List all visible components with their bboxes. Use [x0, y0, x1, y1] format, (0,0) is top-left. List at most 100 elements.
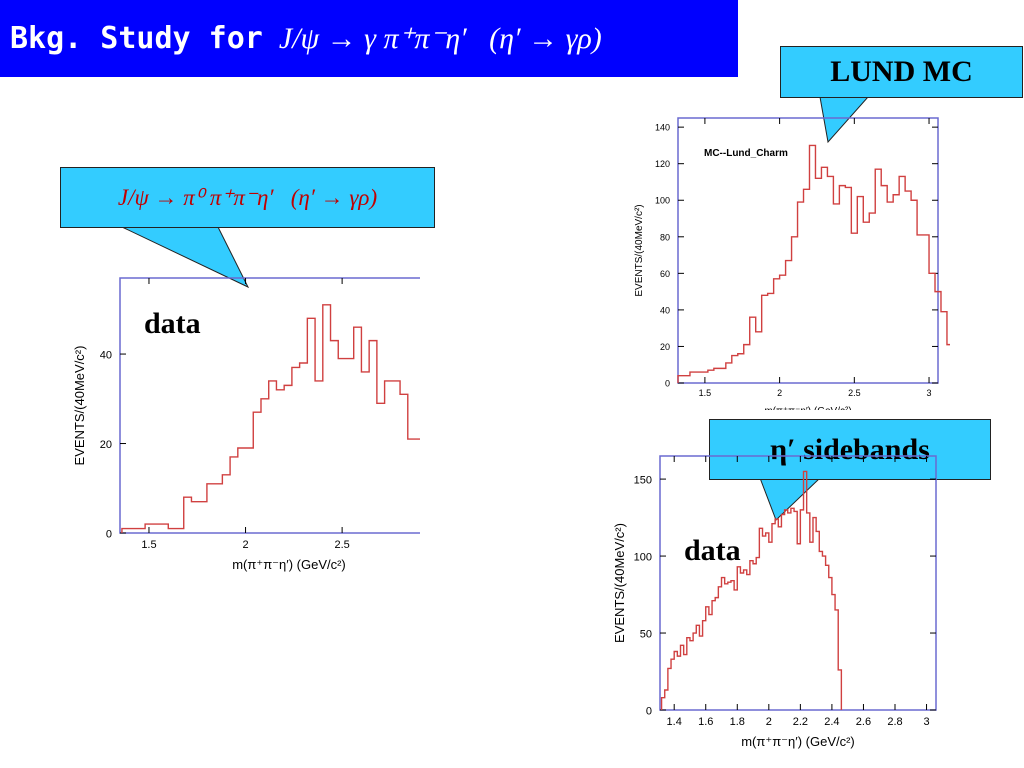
histogram-bin [690, 641, 693, 710]
y-axis-label: EVENTS/(40MeV/c²) [634, 204, 645, 296]
y-tick-label: 0 [646, 706, 652, 718]
histogram-bin [750, 561, 753, 710]
y-tick-label: 50 [640, 629, 652, 641]
histogram-bin [684, 655, 687, 710]
histogram-bin [929, 273, 935, 383]
histogram-bin [722, 578, 725, 710]
histogram-bin [693, 633, 696, 710]
histogram-bin [791, 508, 794, 710]
histogram-bin [696, 372, 702, 383]
histogram-bin [815, 178, 821, 383]
histogram-bin [786, 261, 792, 383]
histogram-bin [168, 529, 176, 533]
histogram-bin [731, 581, 734, 710]
channel-formula: J/ψ → π⁰ π⁺π⁻η′ (η′ → γρ) [117, 184, 378, 210]
histogram-bin [905, 191, 911, 383]
histogram-bin [756, 558, 759, 710]
histogram-bin [826, 565, 829, 710]
sideband-histogram: 1.4 1.6 1.8 2 2.2 2.4 2.6 2.8 3 0 50 100 150 m(π⁺π⁻η′… [612, 455, 937, 749]
y-tick-label: 120 [655, 159, 670, 169]
histogram-bin [261, 399, 269, 533]
histogram-bin [708, 370, 714, 383]
histogram-bin [947, 345, 950, 383]
y-tick-label: 150 [634, 475, 652, 487]
histogram-bin [222, 475, 230, 533]
histogram-bin [323, 305, 331, 533]
histogram-bin [122, 529, 130, 533]
histogram-bin [702, 372, 708, 383]
x-tick-label: 1.5 [141, 539, 156, 551]
histogram-bins [121, 304, 420, 533]
histogram-bin [839, 186, 845, 383]
x-tick-label: 3 [923, 716, 929, 728]
histogram-bin [130, 529, 138, 533]
plot-frame [119, 277, 420, 534]
y-tick-label: 100 [634, 552, 652, 564]
y-tick-label: 80 [660, 232, 670, 242]
histogram-bin [215, 484, 223, 533]
histogram-bin [785, 510, 788, 710]
histogram-bin [923, 235, 929, 383]
y-axis-label: EVENTS/(40MeV/c²) [72, 346, 87, 466]
histogram-bin [416, 439, 420, 533]
plot-frame [677, 117, 939, 384]
histogram-line [121, 304, 420, 533]
lund-mc-label: LUND MC [830, 55, 973, 88]
histogram-bin [935, 292, 941, 383]
histogram-bin [851, 233, 857, 383]
sideband-label: η′ sidebands [770, 432, 930, 466]
y-tick-label: 140 [655, 123, 670, 133]
histogram-bin [315, 381, 323, 533]
histogram-bin [863, 222, 869, 383]
histogram-bin [911, 200, 917, 383]
histogram-bin [246, 448, 254, 533]
histogram-bin [703, 621, 706, 710]
x-tick-label: 2 [777, 388, 782, 398]
histogram-bin [845, 187, 851, 383]
histogram-bin [774, 279, 780, 383]
y-tick-label: 20 [660, 342, 670, 352]
histogram-bin [762, 295, 768, 383]
histogram-bin [671, 659, 674, 710]
x-tick-label: 1.8 [730, 716, 745, 728]
histogram-bin [230, 457, 238, 533]
histogram-bin [678, 376, 684, 383]
x-tick-label: 2.8 [887, 716, 902, 728]
slide-title: Bkg. Study for [10, 21, 263, 56]
y-tick-label: 40 [100, 350, 112, 362]
histogram-bin [714, 368, 720, 383]
histogram-bin [769, 542, 772, 710]
histogram-bin [838, 670, 841, 710]
histogram-bin [821, 167, 827, 383]
histogram-bin [804, 471, 807, 710]
histogram-bin [792, 237, 798, 383]
histogram-bin [725, 584, 728, 710]
histogram-bin [706, 607, 709, 710]
histogram-bin [829, 578, 832, 710]
histogram-bin [759, 528, 762, 710]
histogram-bins [677, 144, 950, 383]
histogram-bin [720, 368, 726, 383]
histogram-bin [833, 204, 839, 383]
histogram-bin [145, 524, 153, 533]
x-tick-label: 3 [927, 388, 932, 398]
histogram-bin [712, 601, 715, 710]
histogram-bin [772, 524, 775, 710]
histogram-bin [718, 587, 721, 710]
y-tick-label: 100 [655, 196, 670, 206]
histogram-line [677, 144, 950, 383]
histogram-bin [361, 372, 369, 533]
histogram-bin [369, 341, 377, 533]
x-tick-label: 1.5 [699, 388, 712, 398]
y-tick-label: 40 [660, 305, 670, 315]
y-tick-label: 0 [665, 379, 670, 389]
histogram-bin [674, 652, 677, 710]
histogram-bin [766, 533, 769, 710]
channel-callout: J/ψ → π⁰ π⁺π⁻η′ (η′ → γρ) [60, 167, 435, 228]
y-tick-label: 0 [106, 529, 112, 541]
histogram-bin [822, 556, 825, 710]
histogram-bin [699, 636, 702, 710]
y-tick-label: 60 [660, 269, 670, 279]
sideband-callout: η′ sidebands [709, 419, 991, 480]
title-formula: J/ψ → γ π⁺π⁻η′ (η′ → γρ) [278, 22, 602, 55]
